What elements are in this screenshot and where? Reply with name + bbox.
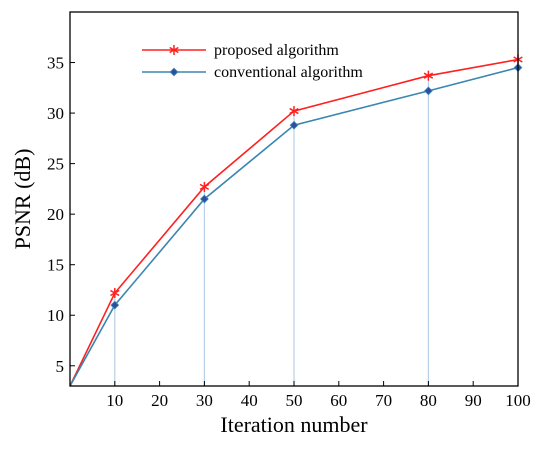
legend: proposed algorithm conventional algorithm xyxy=(142,42,363,81)
legend-asterisk-marker xyxy=(169,45,179,55)
x-tick-label-50: 50 xyxy=(286,391,303,410)
y-axis-title: PSNR (dB) xyxy=(10,149,35,250)
x-tick-label-10: 10 xyxy=(106,391,123,410)
legend-item-conventional: conventional algorithm xyxy=(142,64,363,81)
marker-conventional-30 xyxy=(200,194,209,204)
x-tick-label-60: 60 xyxy=(330,391,347,410)
x-tick-label-40: 40 xyxy=(241,391,258,410)
legend-item-proposed: proposed algorithm xyxy=(142,42,339,59)
y-tick-label-30: 30 xyxy=(47,104,64,123)
legend-label: conventional algorithm xyxy=(214,64,363,81)
y-tick-label-5: 5 xyxy=(56,357,65,376)
y-tick-label-15: 15 xyxy=(47,256,64,275)
x-tick-label-80: 80 xyxy=(420,391,437,410)
x-axis-title: Iteration number xyxy=(220,412,368,437)
x-tick-label-70: 70 xyxy=(375,391,392,410)
x-tick-label-90: 90 xyxy=(465,391,482,410)
legend-label: proposed algorithm xyxy=(214,42,339,59)
series-line-proposed xyxy=(69,58,519,387)
marker-proposed-50 xyxy=(289,106,299,117)
marker-conventional-10 xyxy=(110,300,120,310)
x-tick-label-30: 30 xyxy=(196,391,213,410)
y-tick-label-25: 25 xyxy=(47,155,64,174)
y-tick-label-10: 10 xyxy=(47,306,64,325)
y-tick-label-20: 20 xyxy=(47,205,64,224)
data-markers xyxy=(110,54,523,310)
marker-conventional-80 xyxy=(424,86,433,96)
y-axis-ticks: 5 10 15 20 25 30 35 xyxy=(47,54,75,376)
marker-proposed-30 xyxy=(199,181,210,192)
x-axis-ticks: 10 20 30 40 50 60 70 80 90 100 xyxy=(106,381,531,410)
series-line-conventional xyxy=(69,66,519,387)
x-tick-label-100: 100 xyxy=(505,391,531,410)
marker-proposed-10 xyxy=(110,288,120,299)
marker-proposed-80 xyxy=(423,70,434,81)
drop-lines xyxy=(114,75,429,386)
x-tick-label-20: 20 xyxy=(151,391,168,410)
marker-conventional-50 xyxy=(289,120,299,130)
y-tick-label-35: 35 xyxy=(47,54,64,73)
series-lines xyxy=(69,58,519,387)
legend-diamond-marker xyxy=(169,67,179,77)
